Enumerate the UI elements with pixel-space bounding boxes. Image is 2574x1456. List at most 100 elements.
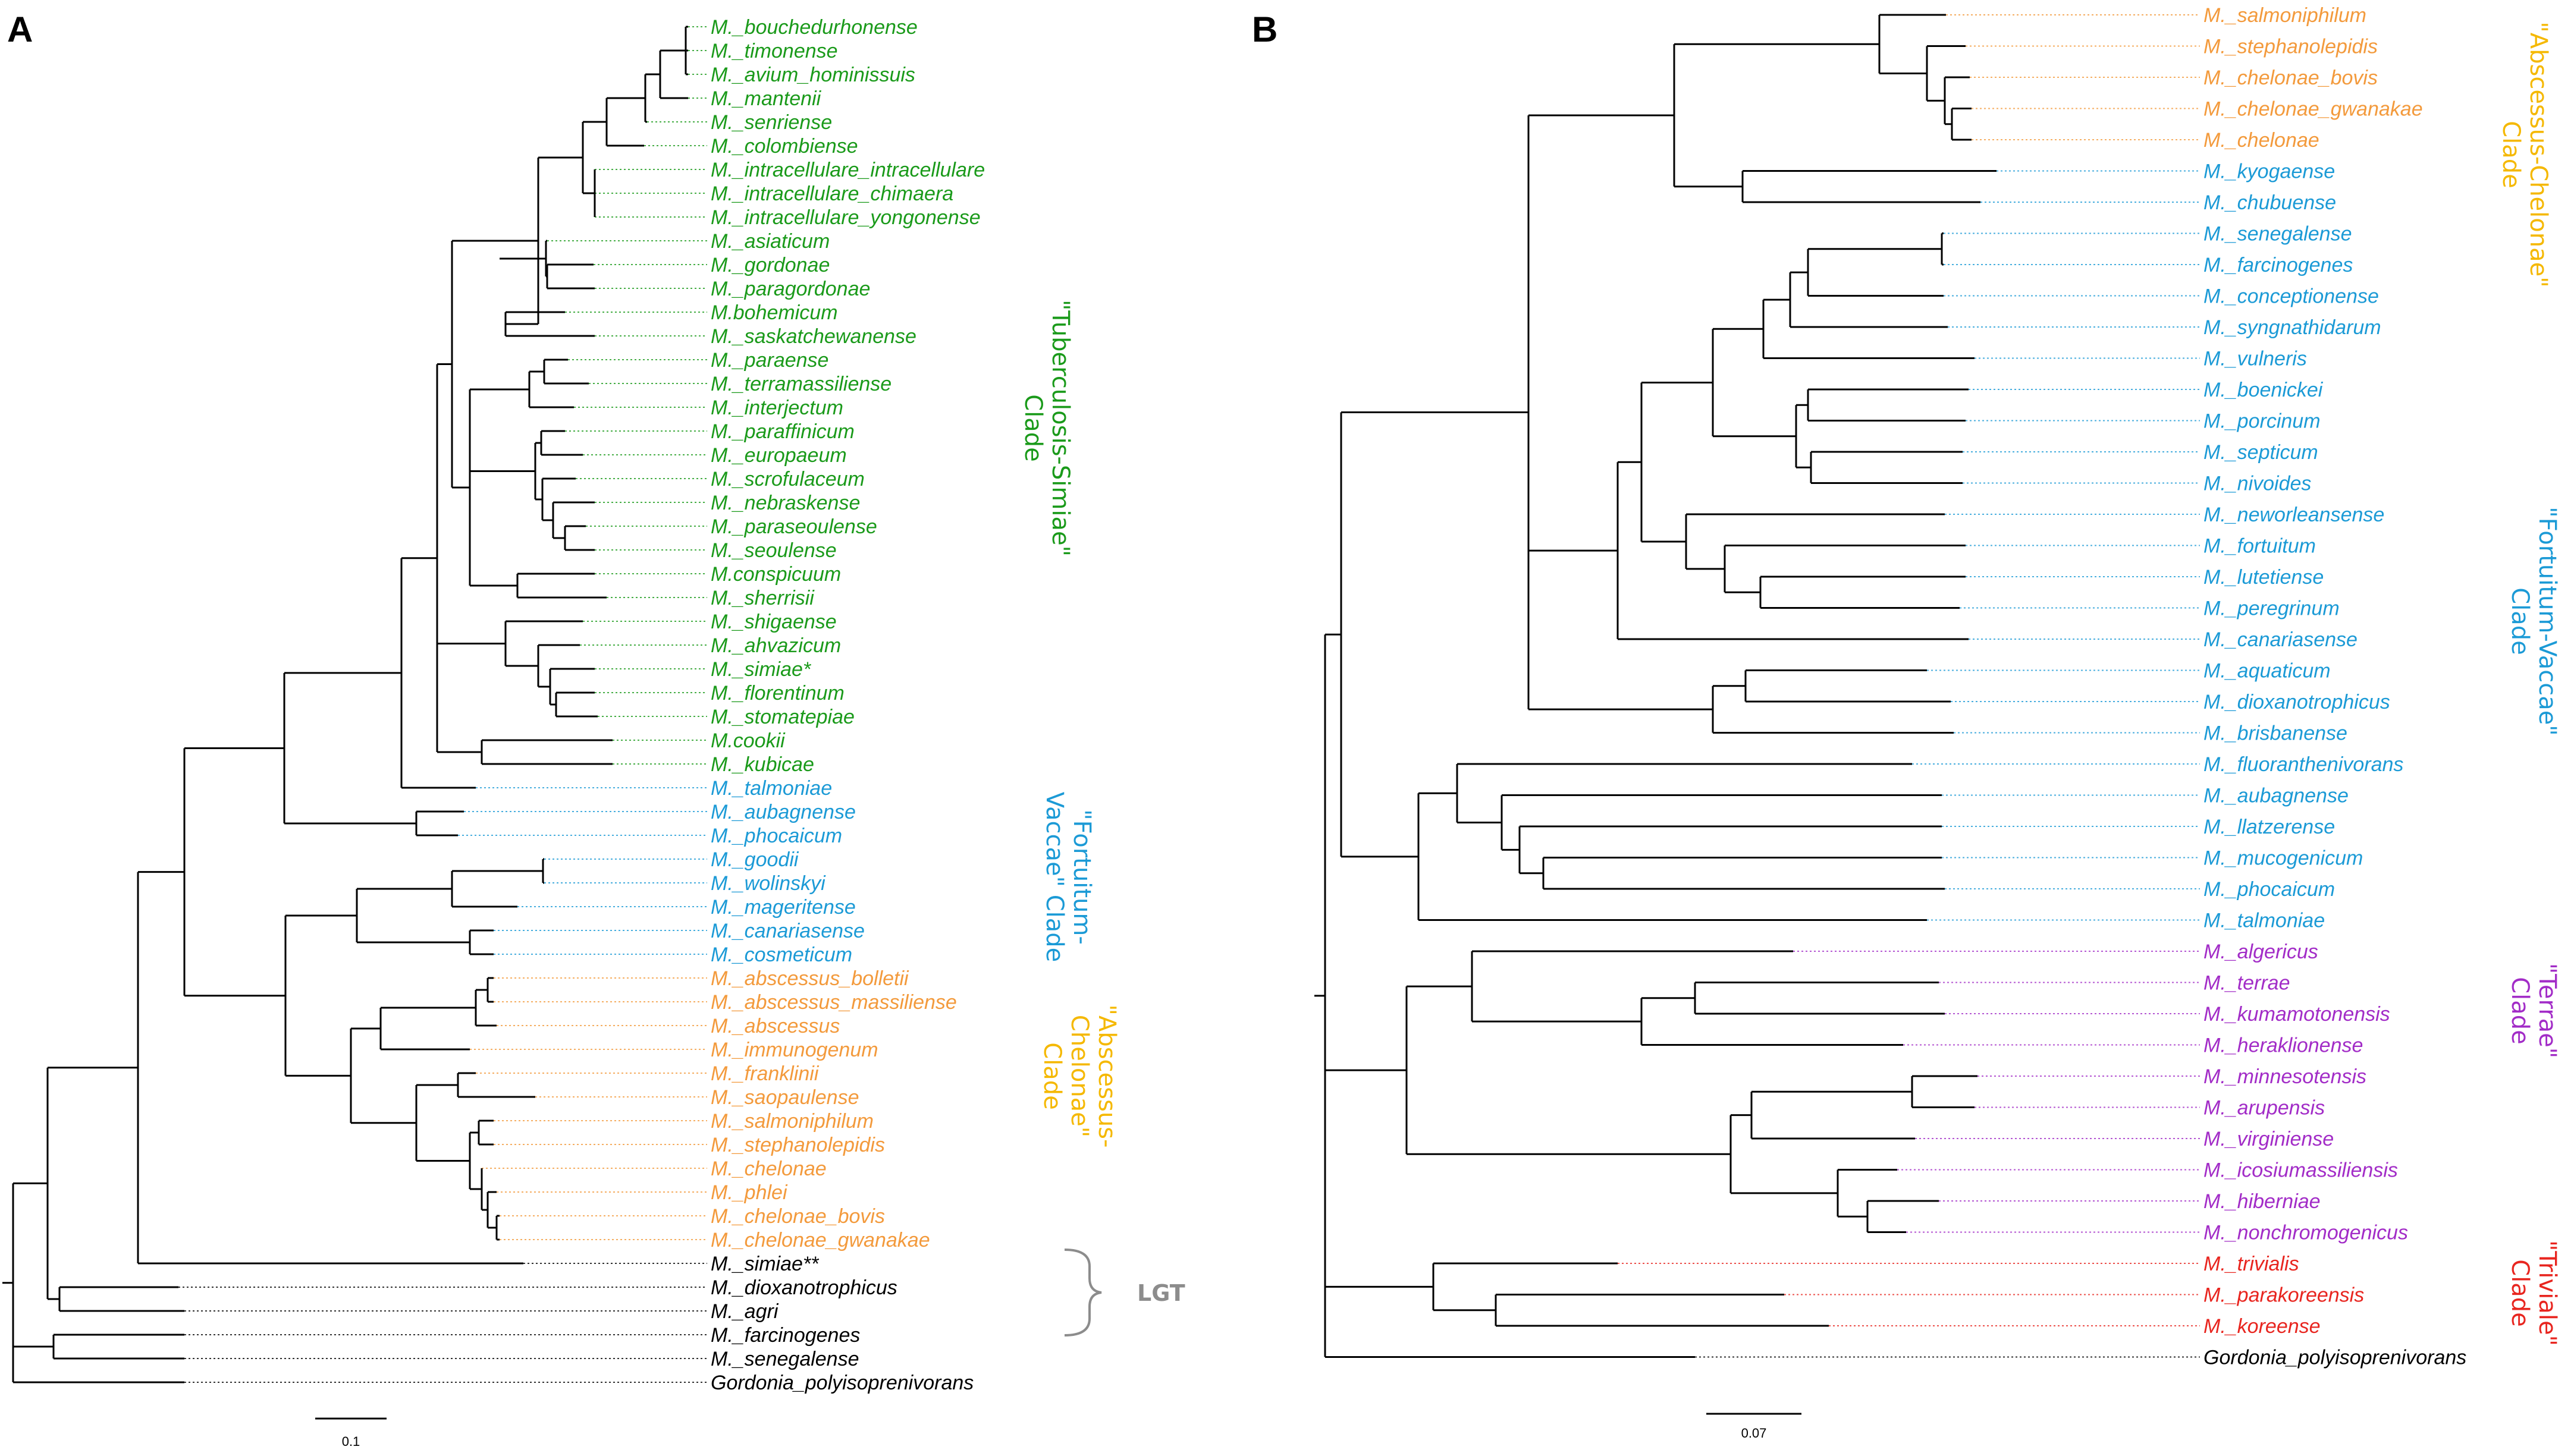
clade-label-line-2: Clade xyxy=(1019,394,1047,462)
tip-label: Gordonia_polyisoprenivorans xyxy=(711,1372,974,1394)
tip-label: M._paraseoulense xyxy=(711,515,877,538)
tip-label: M._intracellulare_yongonense xyxy=(711,206,981,229)
tip-label: M._nivoides xyxy=(2203,473,2311,495)
tip-label: M._intracellulare_chimaera xyxy=(711,183,953,205)
tip-label: M._chelonae xyxy=(2203,129,2319,152)
tip-label: M._peregrinum xyxy=(2203,598,2340,620)
scale-label-a: 0.1 xyxy=(342,1434,360,1449)
clade-label-line-2: Vaccae" Clade xyxy=(1041,792,1068,963)
tip-label: M._seoulense xyxy=(711,539,837,562)
tip-label: M._heraklionense xyxy=(2203,1034,2363,1057)
tip-label: M._bouchedurhonense xyxy=(711,16,918,39)
tip-label: M.cookii xyxy=(711,729,786,752)
tip-label: M._chelonae_bovis xyxy=(2203,67,2378,89)
tip-label: M._aubagnense xyxy=(711,801,856,823)
tip-label: M._brisbanense xyxy=(2203,722,2347,745)
tip-label: M._porcinum xyxy=(2203,410,2321,433)
tip-label: M._paragordonae xyxy=(711,278,870,300)
tip-label: M._dioxanotrophicus xyxy=(711,1276,897,1299)
tip-label: M._chelonae_gwanakae xyxy=(2203,98,2423,121)
tip-label: M._canariasense xyxy=(2203,628,2358,651)
clade-label-abscessus-chelonae-b: "Abscessus-Chelonae" Clade xyxy=(2497,21,2552,287)
scale-label-b: 0.07 xyxy=(1741,1426,1767,1441)
tip-label: M._dioxanotrophicus xyxy=(2203,691,2390,713)
tip-label: M._talmoniae xyxy=(711,777,832,800)
tip-label: M._minnesotensis xyxy=(2203,1065,2366,1088)
tip-label: M._phocaicum xyxy=(2203,878,2335,901)
tip-label: M._paraense xyxy=(711,349,828,372)
clade-label-line-1: "Abscessus-Chelonae" xyxy=(2525,21,2552,287)
tip-label: M._parakoreensis xyxy=(2203,1284,2364,1307)
tip-label: M._algericus xyxy=(2203,941,2318,963)
tip-label: Gordonia_polyisoprenivorans xyxy=(2203,1347,2466,1369)
tip-label: M._aubagnense xyxy=(2203,785,2349,807)
tip-label: M._canariasense xyxy=(711,920,865,942)
tip-label: M._virginiense xyxy=(2203,1128,2334,1150)
clade-label-fortuitum-vaccae: "Fortuitum- Vaccae" Clade xyxy=(1041,792,1095,963)
tip-label: M._sherrisii xyxy=(711,587,815,609)
tip-label: M._nonchromogenicus xyxy=(2203,1222,2408,1244)
clade-label-line-2: Clade xyxy=(2506,977,2534,1045)
tip-label: M._goodii xyxy=(711,848,799,871)
tip-label: M._immunogenum xyxy=(711,1039,878,1061)
tip-label: M._terrae xyxy=(2203,972,2290,995)
lgt-brace xyxy=(1064,1249,1102,1336)
tip-label: M._cosmeticum xyxy=(711,944,852,966)
tip-label: M._scrofulaceum xyxy=(711,468,865,490)
tip-label: M._septicum xyxy=(2203,441,2318,464)
tip-label: M._intracellulare_intracellulare xyxy=(711,159,985,181)
tip-label: M._timonense xyxy=(711,40,838,62)
tip-label: M._europaeum xyxy=(711,444,847,467)
tip-label: M._farcinogenes xyxy=(711,1324,860,1347)
tip-label: M._aquaticum xyxy=(2203,660,2331,683)
clade-label-line-1: "Abscessus- xyxy=(1093,1005,1120,1148)
tip-label: M._kumamotonensis xyxy=(2203,1003,2390,1026)
clade-label-triviale-b: "Triviale" Clade xyxy=(2506,1240,2561,1346)
tip-label: M.conspicuum xyxy=(711,563,841,586)
clade-label-line-1: "Terrae" xyxy=(2534,963,2561,1058)
tip-label: M._fluoranthenivorans xyxy=(2203,753,2403,776)
panel-a-tip-labels: M._bouchedurhonenseM._timonenseM._avium_… xyxy=(711,16,985,1394)
tip-label: M._wolinskyi xyxy=(711,872,826,895)
tip-label: M._stephanolepidis xyxy=(711,1134,885,1156)
tip-label: M._hiberniae xyxy=(2203,1190,2321,1213)
tip-label: M._ahvazicum xyxy=(711,634,841,657)
tip-label: M._senriense xyxy=(711,111,832,134)
clade-label-terrae-b: "Terrae" Clade xyxy=(2506,963,2561,1058)
tip-label: M._phocaicum xyxy=(711,825,842,847)
clade-label-tuberculosis-simiae: "Tuberculosis-Simiae" Clade xyxy=(1019,300,1074,556)
clade-label-line-2: Clade xyxy=(2497,121,2525,188)
panel-a: A M._bouchedurhonenseM._timonenseM._aviu… xyxy=(2,10,1185,1449)
tip-label: M._shigaense xyxy=(711,611,837,633)
tip-label: M._paraffinicum xyxy=(711,420,855,443)
clade-label-line-1: "Tuberculosis-Simiae" xyxy=(1047,300,1074,556)
panel-b-letter: B xyxy=(1252,10,1277,49)
tip-label: M._simiae** xyxy=(711,1253,820,1275)
tip-label: M._terramassiliense xyxy=(711,373,892,395)
tip-label: M._interjectum xyxy=(711,397,843,419)
clade-label-line-3: Clade xyxy=(1038,1042,1066,1110)
tip-label: M._nebraskense xyxy=(711,492,860,514)
tip-label: M._neworleansense xyxy=(2203,504,2384,526)
lgt-label: LGT xyxy=(1137,1280,1185,1306)
tip-label: M._llatzerense xyxy=(2203,816,2335,838)
panel-a-tree xyxy=(2,26,707,1383)
panel-a-letter: A xyxy=(7,10,33,49)
tip-label: M._stomatepiae xyxy=(711,706,855,728)
tip-label: M._mucogenicum xyxy=(2203,847,2363,870)
tip-label: M._chelonae_bovis xyxy=(711,1205,885,1228)
tip-label: M._fortuitum xyxy=(2203,535,2316,558)
tip-label: M._asiaticum xyxy=(711,230,830,253)
tip-label: M._chelonae xyxy=(711,1158,827,1180)
clade-label-abscessus-chelonae: "Abscessus- Chelonae" Clade xyxy=(1038,1005,1120,1148)
tip-label: M._arupensis xyxy=(2203,1097,2325,1119)
tip-label: M._salmoniphilum xyxy=(711,1110,874,1133)
clade-label-line-1: "Fortuitum- xyxy=(1068,809,1095,944)
clade-label-line-1: "Triviale" xyxy=(2534,1240,2561,1346)
tip-label: M._kyogaense xyxy=(2203,161,2335,183)
tip-label: M._lutetiense xyxy=(2203,566,2324,589)
tip-label: M._koreense xyxy=(2203,1315,2321,1338)
panel-b-tip-labels: M._salmoniphilum M._stephanolepidis M._che… xyxy=(2203,4,2466,1369)
tip-label: M._florentinum xyxy=(711,682,845,705)
